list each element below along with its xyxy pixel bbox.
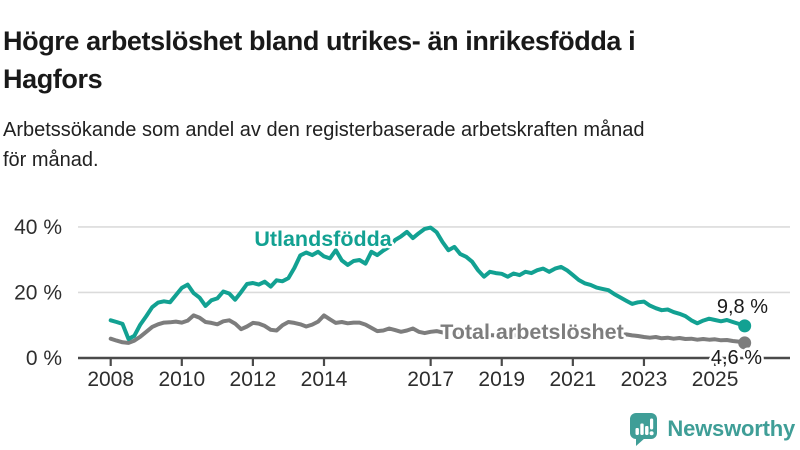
y-tick-label-0: 0 % [26,347,62,370]
x-tick-label-2012: 2012 [230,368,277,391]
line-chart: 2008 2010 2012 2014 2017 2019 2021 2023 2025 40 %… [0,198,800,400]
x-tick-label-2008: 2008 [87,368,134,391]
title-line-1: Högre arbetslöshet bland utrikes- än inr… [3,26,636,57]
x-tick-label-2023: 2023 [621,368,668,391]
end-dot-utlandsfodda [738,319,752,333]
series-line-total [108,313,747,345]
subtitle-line-2: för månad. [3,149,99,171]
y-tick-label-40: 40 % [14,216,62,239]
end-value-label-utlandsfodda: 9,8 % [717,296,768,318]
x-tick-label-2017: 2017 [407,368,454,391]
x-tick-label-2021: 2021 [549,368,596,391]
chart-subtitle: Arbetssökande som andel av den registerb… [3,115,797,175]
title-line-2: Hagfors [3,64,103,95]
end-value-label-total: 4,6 % [711,347,762,369]
subtitle-line-1: Arbetssökande som andel av den registerb… [3,119,645,141]
newsworthy-brand-link[interactable]: Newsworthy [629,411,795,447]
x-tick-label-2025: 2025 [692,368,739,391]
x-tick-label-2014: 2014 [301,368,348,391]
newsworthy-wordmark: Newsworthy [667,416,795,441]
x-tick-label-2010: 2010 [158,368,205,391]
end-dot-total [738,336,752,350]
newsworthy-logo-icon [630,412,658,446]
series-label-total: Total arbetslöshet [440,320,624,344]
series-label-utlandsfodda: Utlandsfödda [254,227,392,251]
x-tick-label-2019: 2019 [478,368,525,391]
y-tick-label-20: 20 % [14,281,62,304]
chart-canvas: 2008 2010 2012 2014 2017 2019 2021 2023 2025 40 %… [14,216,790,391]
series-line-utlandsfodda [108,225,747,341]
page-title: Högre arbetslöshet bland utrikes- än inr… [3,22,797,98]
